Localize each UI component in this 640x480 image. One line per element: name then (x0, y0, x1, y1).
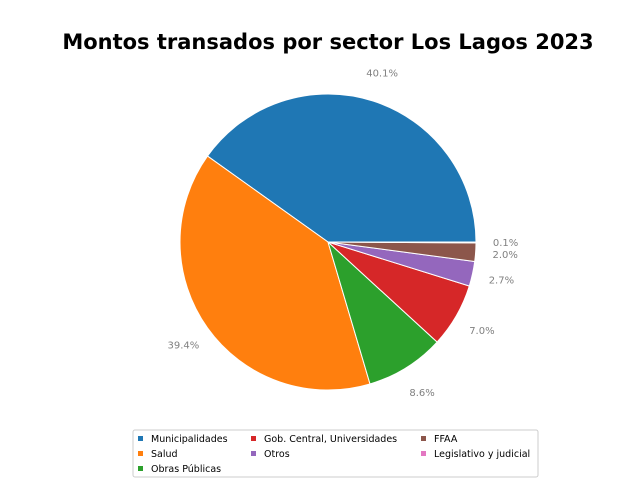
value-label-gob-central-universidades: 7.0% (469, 326, 494, 337)
legend-frame (132, 429, 539, 478)
value-label-municipalidades: 40.1% (366, 68, 398, 79)
pie-value-labels: 40.1% 39.4% 8.6% 7.0% 2.7% 2.0%0.1% (168, 68, 519, 399)
legend-label-ffaa: FFAA (434, 434, 458, 445)
legend-label-obras-publicas: Obras Públicas (151, 464, 221, 475)
legend-label-salud: Salud (151, 449, 178, 460)
legend: Municipalidades Salud Obras Públicas Gob. C… (132, 429, 539, 478)
legend-swatch-salud (138, 451, 143, 456)
pie-slice-legislativo-y-judicial (327, 241, 477, 244)
value-label-ffaa: 2.0% (492, 250, 517, 261)
legend-swatch-legislativo-y-judicial (421, 451, 426, 456)
value-label-legislativo-y-judicial: 0.1% (493, 238, 518, 249)
value-label-otros: 2.7% (489, 276, 514, 287)
legend-swatch-otros (251, 451, 256, 456)
pie-slices (179, 93, 477, 391)
pie-slice-salud (179, 155, 371, 391)
legend-swatch-obras-publicas (138, 466, 143, 471)
legend-swatch-gob-central-universidades (251, 436, 256, 441)
legend-label-municipalidades: Municipalidades (151, 434, 228, 445)
pie-slice-municipalidades (207, 93, 477, 243)
legend-label-legislativo-y-judicial: Legislativo y judicial (434, 449, 530, 460)
legend-swatch-ffaa (421, 436, 426, 441)
value-label-obras-publicas: 8.6% (409, 388, 434, 399)
value-label-salud: 39.4% (168, 341, 200, 352)
legend-label-gob-central-universidades: Gob. Central, Universidades (264, 434, 397, 445)
chart-title: Montos transados por sector Los Lagos 20… (62, 30, 593, 54)
legend-swatch-municipalidades (138, 436, 143, 441)
legend-label-otros: Otros (264, 449, 290, 460)
